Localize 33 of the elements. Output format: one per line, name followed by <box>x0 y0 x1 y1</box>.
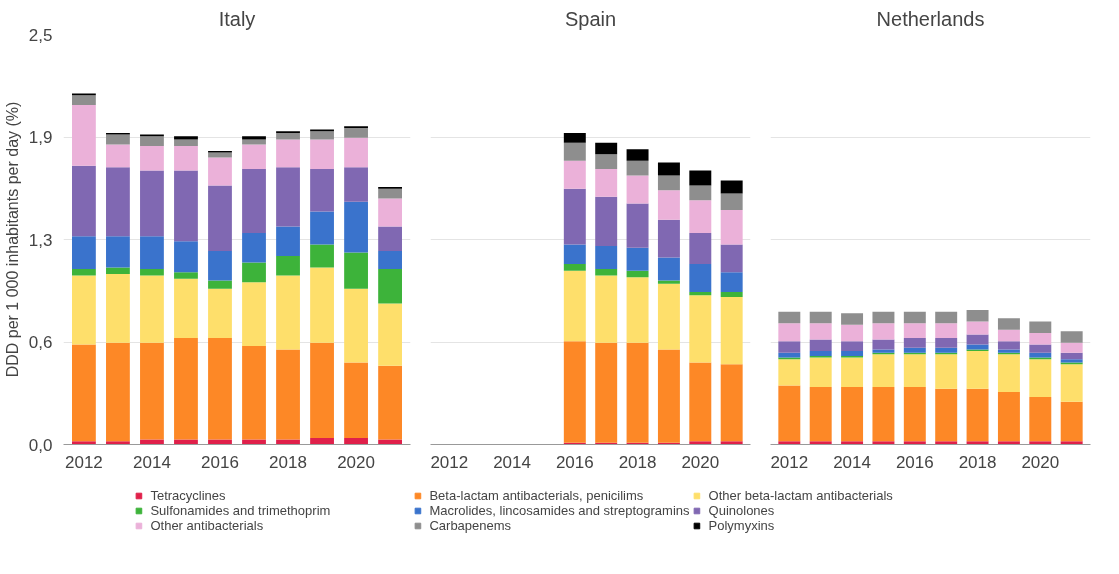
y-tick-label: 0,0 <box>28 435 53 455</box>
x-tick-label: 2014 <box>493 452 531 472</box>
x-tick-label: 2014 <box>133 452 171 472</box>
x-tick-label: 2014 <box>833 452 871 472</box>
x-tick-label: 2012 <box>430 452 469 472</box>
x-tick-label: 2018 <box>618 452 657 472</box>
x-tick-label: 2016 <box>201 452 239 472</box>
y-axis-title: DDD per 1 000 inhabitants per day (%) <box>3 101 21 378</box>
legend-label: Quinolones <box>708 502 776 518</box>
legend-label: Tetracyclines <box>150 487 227 503</box>
chart-title: Spain <box>564 7 617 30</box>
x-tick-label: 2016 <box>555 452 594 472</box>
y-tick-label: 0,6 <box>28 333 53 352</box>
legend-label: Sulfonamides and trimethoprim <box>150 502 332 518</box>
legend-label: Other beta-lactam antibacterials <box>708 487 894 503</box>
y-tick-label: 1,3 <box>28 230 53 250</box>
legend-label: Macrolides, lincosamides and streptogramins <box>429 502 690 518</box>
y-tick-label: 1,9 <box>28 128 53 147</box>
x-tick-label: 2020 <box>681 452 720 472</box>
x-tick-label: 2016 <box>895 452 934 472</box>
legend-label: Carbapenems <box>429 517 513 533</box>
x-tick-label: 2012 <box>770 452 809 472</box>
x-tick-label: 2018 <box>269 452 307 472</box>
legend-label: Polymyxins <box>708 517 776 533</box>
x-tick-label: 2020 <box>1021 452 1060 472</box>
chart-title: Netherlands <box>876 7 985 30</box>
chart-title: Italy <box>218 7 256 30</box>
x-tick-label: 2018 <box>958 452 997 472</box>
y-tick-label: 2,5 <box>28 25 53 45</box>
legend-label: Beta-lactam antibacterials, penicilims <box>429 487 645 503</box>
x-tick-label: 2012 <box>65 452 103 472</box>
legend-label: Other antibacterials <box>150 517 264 533</box>
x-tick-label: 2020 <box>337 452 375 472</box>
